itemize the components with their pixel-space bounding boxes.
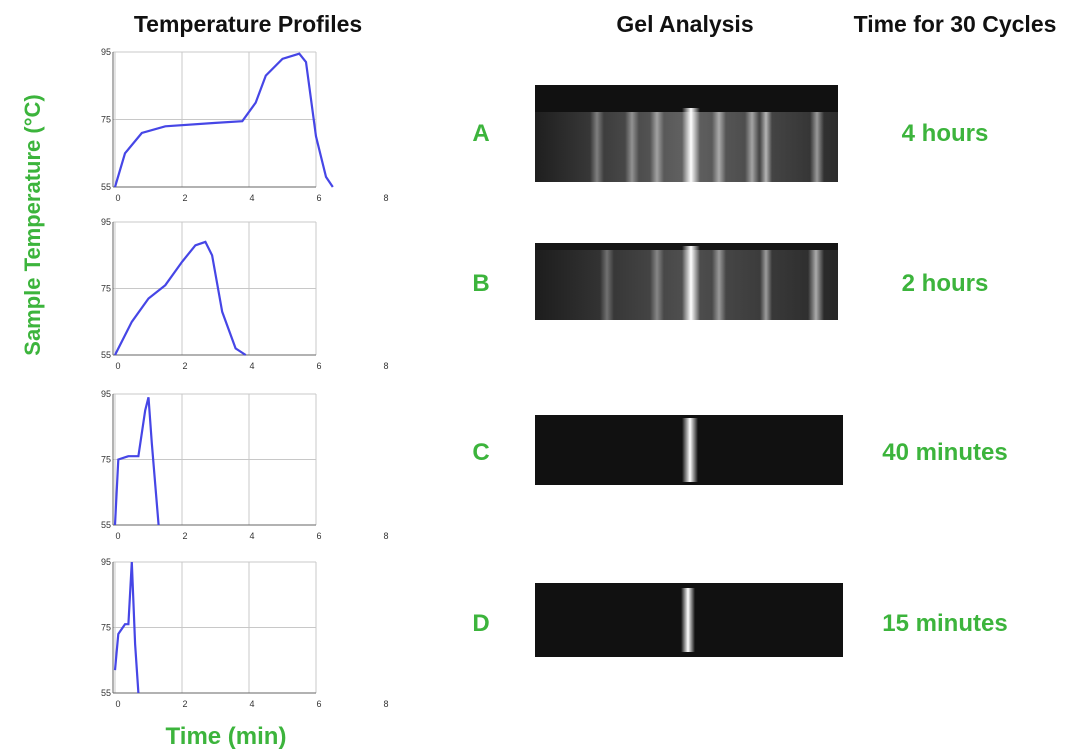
y-tick-label: 75 [101,284,111,294]
lane-label: A [472,120,489,147]
profile-line [113,397,160,526]
gel-d [535,583,843,657]
lane-time: 2 hours [902,270,989,297]
x-tick-label: 8 [383,699,388,709]
y-tick-label: 55 [101,350,111,360]
x-tick-label: 0 [115,531,120,541]
profile-line [113,52,334,188]
gel-a [535,85,838,182]
gel-title: Gel Analysis [616,11,753,37]
y-tick-label: 95 [101,557,111,567]
x-axis-label: Time (min) [166,723,287,750]
y-tick-label: 55 [101,688,111,698]
x-tick-label: 8 [383,361,388,371]
x-tick-label: 2 [182,361,187,371]
lane-label: C [472,439,489,466]
x-tick-label: 2 [182,699,187,709]
y-tick-label: 95 [101,217,111,227]
x-tick-label: 4 [249,531,254,541]
x-tick-label: 6 [316,361,321,371]
lane-time: 4 hours [902,120,989,147]
y-tick-label: 95 [101,389,111,399]
y-tick-label: 95 [101,47,111,57]
lane-time: 15 minutes [882,610,1007,637]
x-tick-label: 8 [383,531,388,541]
gel-b [535,243,838,320]
x-tick-label: 8 [383,193,388,203]
y-tick-label: 75 [101,115,111,125]
x-tick-label: 6 [316,531,321,541]
lane-label: D [472,610,489,637]
lane-label: B [472,270,489,297]
profile-line [114,240,247,356]
x-tick-label: 0 [115,193,120,203]
x-tick-label: 6 [316,193,321,203]
profile-line [113,561,140,694]
x-tick-label: 0 [115,361,120,371]
x-tick-label: 2 [182,531,187,541]
x-tick-label: 2 [182,193,187,203]
time-title: Time for 30 Cycles [854,11,1057,37]
lane-time: 40 minutes [882,439,1007,466]
y-tick-label: 75 [101,623,111,633]
y-axis-label: Sample Temperature (°C) [20,94,45,355]
y-tick-label: 75 [101,455,111,465]
y-tick-label: 55 [101,182,111,192]
profiles-title: Temperature Profiles [134,11,362,37]
x-tick-label: 4 [249,193,254,203]
x-tick-label: 6 [316,699,321,709]
y-tick-label: 55 [101,520,111,530]
x-tick-label: 4 [249,361,254,371]
x-tick-label: 0 [115,699,120,709]
gel-c [535,415,843,485]
x-tick-label: 4 [249,699,254,709]
